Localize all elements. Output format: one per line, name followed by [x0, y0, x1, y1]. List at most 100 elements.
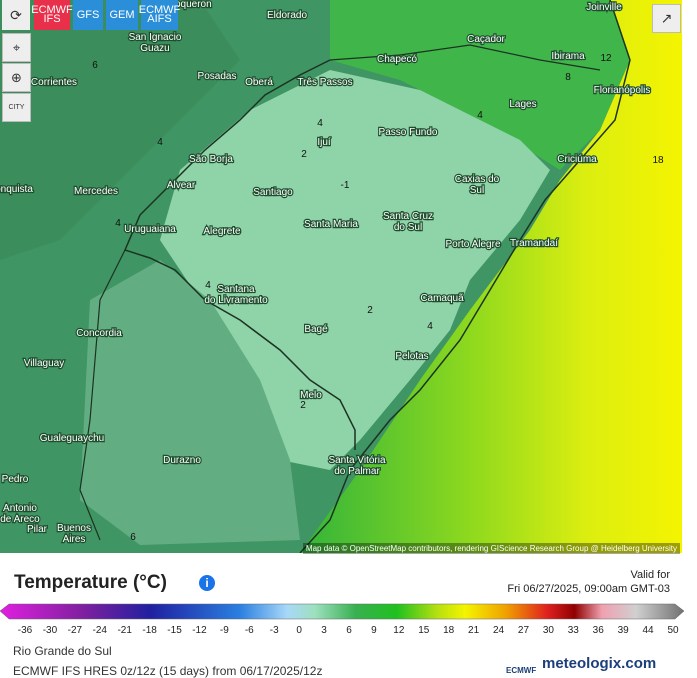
city-label: Camaquã — [420, 293, 464, 304]
scale-tick-label: -6 — [244, 625, 254, 636]
city-label: Ijuí — [317, 137, 331, 148]
map[interactable]: Boqueron Eldorado Joinville San IgnacioGuaz… — [0, 0, 682, 553]
scale-tick-label: -18 — [142, 625, 157, 636]
model-run: ECMWF IFS HRES 0z/12z (15 days) from 06/… — [13, 664, 323, 678]
city-label: de Areco — [0, 514, 40, 525]
scale-tick-label: 30 — [542, 625, 554, 636]
scale-tick-label: 36 — [592, 625, 604, 636]
city-label: Florianópolis — [594, 85, 651, 96]
contour-label: 18 — [652, 155, 664, 166]
city-label: do Palmar — [334, 466, 380, 477]
city-label: Guazu — [140, 43, 169, 54]
city-label: Villaguay — [24, 358, 64, 369]
west-area — [0, 0, 240, 260]
attribution: Map data © OpenStreetMap contributors, r… — [302, 543, 680, 554]
city-button[interactable]: CITY — [2, 93, 31, 122]
model-button[interactable]: ECMWF IFS — [31, 0, 73, 30]
city-label: San Ignacio — [129, 32, 182, 43]
legend-title: Temperature (°C) — [14, 572, 167, 593]
scale-tick-label: 12 — [393, 625, 405, 636]
city-label: Joinville — [586, 2, 622, 13]
model-button[interactable]: GEM — [106, 0, 138, 30]
scale-tick-label: 9 — [371, 625, 377, 636]
scale-tick-label: 15 — [418, 625, 430, 636]
city-label: Santiago — [253, 187, 293, 198]
scale-tick-label: -24 — [92, 625, 107, 636]
city-label: Porto Alegre — [445, 239, 500, 250]
city-label: Três Passos — [297, 77, 352, 88]
city-label: Alegrete — [203, 226, 241, 237]
city-label: onquista — [0, 184, 33, 195]
scale-tick-label: 44 — [642, 625, 654, 636]
scale-tick-label: 33 — [567, 625, 579, 636]
city-label: Pilar — [27, 524, 48, 535]
city-label: Alvear — [167, 180, 196, 191]
scale-tick-label: 18 — [443, 625, 455, 636]
labels: Boqueron Eldorado Joinville San IgnacioGuaz… — [0, 0, 664, 546]
refresh-button[interactable]: ⟳ — [2, 0, 30, 30]
state-border — [123, 59, 356, 450]
zoom-button[interactable]: ⊕ — [2, 63, 31, 92]
color-bar — [0, 603, 684, 620]
contour-label: 4 — [317, 118, 323, 129]
city-label: Bagé — [304, 324, 328, 335]
city-label: Ibirama — [551, 51, 585, 62]
city-label: Santa Cruz — [383, 211, 433, 222]
region: Rio Grande do Sul — [13, 644, 112, 658]
ocean-warm-area — [300, 0, 682, 553]
scale-tick-label: -36 — [17, 625, 33, 636]
contour-label: 6 — [92, 60, 98, 71]
city-label: Caçador — [467, 34, 505, 45]
city-label: Passo Fundo — [379, 127, 438, 138]
city-label: Santa Vitória — [328, 455, 386, 466]
scale-tick-label: -9 — [219, 625, 229, 636]
city-label: Corrientes — [31, 77, 77, 88]
country-border — [79, 249, 126, 541]
state-border-north — [329, 44, 601, 71]
city-label: Tramandaí — [510, 238, 558, 249]
scale-tick-label: -27 — [67, 625, 83, 636]
city-label: Posadas — [198, 71, 237, 82]
ecmwf-logo: ECMWF — [506, 666, 537, 675]
city-label: Buenos — [57, 523, 91, 534]
city-label: Durazno — [163, 455, 201, 466]
contour-label: 8 — [565, 72, 571, 83]
contour-label: -1 — [341, 180, 350, 191]
contour-label: 6 — [130, 532, 136, 543]
contour-label: 4 — [205, 280, 211, 291]
city-label: Mercedes — [74, 186, 118, 197]
info-button[interactable]: i — [199, 575, 215, 591]
city-label: Santa Maria — [304, 219, 358, 230]
location-button[interactable]: ⌖ — [2, 33, 31, 62]
city-label: Antonio — [3, 503, 37, 514]
model-button[interactable]: ECMWF AIFS — [139, 0, 180, 30]
scale-tick-label: -21 — [117, 625, 132, 636]
coastline — [299, 0, 631, 553]
contour-label: 2 — [301, 149, 307, 160]
city-label: São Borja — [189, 154, 233, 165]
valid-time: Fri 06/27/2025, 09:00am GMT-03 — [507, 583, 670, 595]
contour-label: 2 — [300, 400, 306, 411]
model-button[interactable]: GFS — [73, 0, 103, 30]
city-label: Eldorado — [267, 10, 307, 21]
city-label: do Sul — [394, 222, 422, 233]
scale-tick-label: 0 — [296, 625, 302, 636]
city-label: Chapecó — [377, 54, 417, 65]
city-label: Pedro — [2, 474, 29, 485]
scale-tick-label: 24 — [492, 625, 505, 636]
city-label: Santana — [217, 284, 255, 295]
city-label: Boqueron — [168, 0, 211, 10]
share-button[interactable]: ↗ — [652, 4, 681, 33]
color-scale — [0, 603, 684, 620]
north-green-area — [330, 0, 630, 170]
city-label: Pelotas — [395, 351, 428, 362]
brand: meteologix.com — [542, 655, 657, 672]
scale-tick-label: 39 — [617, 625, 629, 636]
scale-tick-label: 27 — [517, 625, 530, 636]
city-label: Lages — [509, 99, 536, 110]
scale-tick-label: 6 — [346, 625, 352, 636]
city-label: Gualeguaychu — [40, 433, 105, 444]
scale-tick-label: -15 — [167, 625, 182, 636]
scale-tick-label: -12 — [192, 625, 207, 636]
contour-label: 4 — [157, 137, 163, 148]
